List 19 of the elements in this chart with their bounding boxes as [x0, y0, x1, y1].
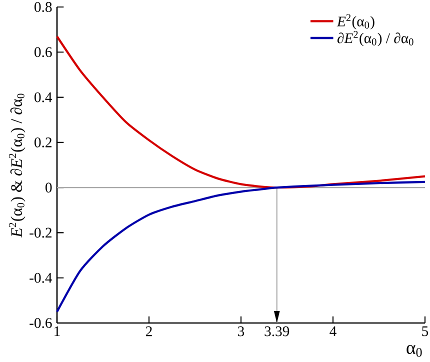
legend-label: ∂E$^{2}$(α$_{0}$) / ∂α$_{0}$ [337, 30, 414, 46]
x-tick-label: 4 [330, 326, 336, 336]
x-tick-label: 3.39 [264, 326, 290, 336]
y-tick-label: 0.8 [34, 2, 52, 12]
x-tick-label: 3 [238, 326, 244, 336]
y-tick-label: 0.6 [34, 47, 52, 58]
x-axis-title: α$_{0}$ [406, 345, 422, 357]
y-tick-label: 0.4 [34, 92, 52, 102]
x-tick-label: 2 [146, 326, 152, 336]
y-tick-label: 0.2 [34, 137, 52, 148]
line-series [56, 180, 426, 313]
x-tick-label: 5 [422, 326, 428, 336]
y-tick-label: 0 [46, 182, 52, 193]
text: E$^{2}$(α$_{0}$) & ∂E$^{2}$(α$_{0}$) / ∂α$_{0}$ [8, 94, 26, 238]
y-tick-label: -0.4 [30, 272, 52, 283]
legend-label: E$^{2}$(α$_{0}$) [336, 14, 374, 30]
x-tick-label: 1 [54, 326, 60, 336]
y-tick-label: -0.6 [30, 318, 52, 328]
y-tick-label: -0.2 [30, 228, 52, 238]
